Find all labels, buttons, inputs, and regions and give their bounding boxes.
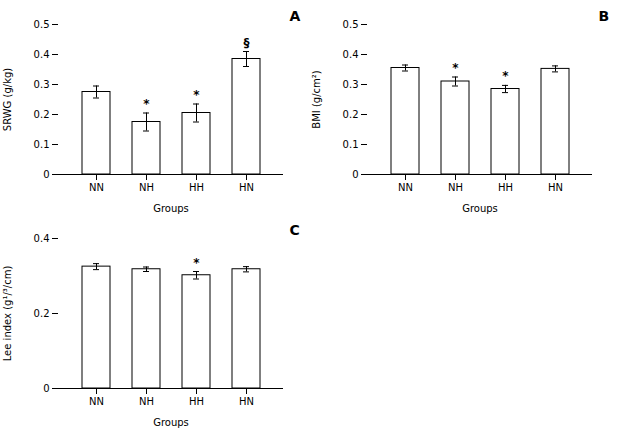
- svg-text:0.2: 0.2: [34, 308, 50, 319]
- svg-text:0.5: 0.5: [34, 19, 50, 30]
- svg-text:*: *: [452, 61, 459, 75]
- svg-text:0.1: 0.1: [34, 139, 50, 150]
- svg-text:0.5: 0.5: [343, 19, 359, 30]
- svg-text:NN: NN: [398, 182, 413, 193]
- svg-text:0.2: 0.2: [34, 109, 50, 120]
- svg-text:§: §: [244, 36, 250, 50]
- svg-text:Lee index (g¹/³/cm): Lee index (g¹/³/cm): [2, 266, 13, 362]
- svg-text:0.4: 0.4: [34, 49, 50, 60]
- svg-text:NN: NN: [89, 396, 104, 407]
- svg-text:*: *: [193, 88, 200, 102]
- svg-text:0.2: 0.2: [343, 109, 359, 120]
- svg-text:0.1: 0.1: [343, 139, 359, 150]
- svg-text:C: C: [290, 222, 300, 238]
- svg-text:Groups: Groups: [462, 203, 498, 214]
- svg-text:HH: HH: [189, 396, 204, 407]
- svg-text:NN: NN: [89, 182, 104, 193]
- svg-text:HN: HN: [239, 396, 254, 407]
- svg-text:*: *: [502, 69, 509, 83]
- svg-text:0: 0: [43, 383, 49, 394]
- svg-text:HN: HN: [239, 182, 254, 193]
- svg-text:HN: HN: [548, 182, 563, 193]
- svg-text:BMI (g/cm²): BMI (g/cm²): [311, 70, 322, 128]
- svg-text:*: *: [193, 256, 200, 270]
- svg-text:NH: NH: [139, 396, 154, 407]
- svg-text:*: *: [143, 97, 150, 111]
- svg-text:A: A: [290, 8, 301, 24]
- svg-text:HH: HH: [498, 182, 513, 193]
- svg-text:SRWG (g/kg): SRWG (g/kg): [2, 68, 13, 131]
- svg-text:B: B: [599, 8, 610, 24]
- svg-text:NH: NH: [448, 182, 463, 193]
- svg-text:0.3: 0.3: [343, 79, 359, 90]
- svg-text:Groups: Groups: [153, 203, 189, 214]
- svg-text:0.3: 0.3: [34, 79, 50, 90]
- svg-text:0: 0: [43, 169, 49, 180]
- svg-text:0: 0: [352, 169, 358, 180]
- svg-text:HH: HH: [189, 182, 204, 193]
- svg-text:0.4: 0.4: [34, 233, 50, 244]
- svg-text:Groups: Groups: [153, 417, 189, 428]
- svg-text:NH: NH: [139, 182, 154, 193]
- svg-text:0.4: 0.4: [343, 49, 359, 60]
